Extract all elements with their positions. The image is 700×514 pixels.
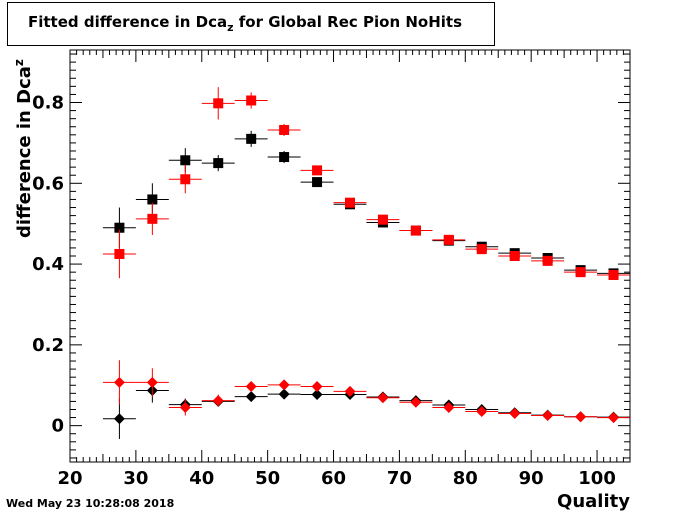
data-point-square	[213, 98, 224, 109]
data-point-square	[377, 214, 388, 225]
data-point-diamond	[575, 411, 587, 423]
data-point-square	[279, 124, 290, 135]
data-point-diamond	[113, 376, 125, 388]
data-point-diamond	[608, 412, 620, 424]
data-point-square	[542, 255, 553, 266]
data-point-square	[476, 244, 487, 255]
data-point-diamond	[377, 392, 389, 404]
data-point-square	[147, 194, 158, 205]
data-point-square	[345, 197, 355, 208]
y-tick-label: 0	[51, 416, 64, 437]
x-tick-label: 20	[57, 468, 82, 489]
data-point-square	[443, 234, 454, 245]
data-point-square	[608, 269, 619, 280]
y-axis-label: difference in Dcaz	[12, 59, 35, 238]
x-tick-label: 60	[321, 468, 346, 489]
data-point-diamond	[113, 413, 125, 425]
y-tick-label: 0.4	[32, 254, 64, 275]
data-point-diamond	[278, 388, 290, 400]
data-point-diamond	[410, 396, 422, 408]
data-point-diamond	[179, 401, 191, 413]
x-tick-label: 100	[578, 468, 616, 489]
timestamp: Wed May 23 10:28:08 2018	[6, 497, 175, 510]
y-tick-label: 0.6	[32, 173, 64, 194]
data-point-square	[509, 251, 520, 261]
data-point-square	[410, 225, 421, 236]
data-point-diamond	[278, 379, 290, 391]
data-point-square	[180, 155, 191, 166]
chart-title: Fitted difference in Dcaz for Global Rec…	[28, 13, 462, 34]
x-tick-label: 50	[255, 468, 280, 489]
data-point-diamond	[146, 376, 158, 388]
data-point-square	[246, 95, 257, 106]
chart-title-main: Fitted difference in Dca	[28, 13, 228, 31]
data-point-square	[114, 222, 125, 233]
data-point-diamond	[212, 395, 224, 407]
data-point-diamond	[344, 385, 356, 397]
chart-title-rest: for Global Rec Pion NoHits	[233, 13, 463, 31]
data-point-square	[114, 248, 125, 259]
data-point-diamond	[311, 380, 323, 392]
x-tick-label: 40	[189, 468, 214, 489]
data-point-square	[312, 165, 323, 176]
x-tick-label: 80	[453, 468, 478, 489]
data-point-diamond	[311, 389, 323, 401]
data-point-square	[246, 133, 257, 144]
data-point-diamond	[245, 380, 257, 392]
data-point-square	[575, 267, 586, 278]
y-axis-label-superscript: z	[12, 59, 26, 67]
data-point-square	[279, 152, 290, 163]
y-tick-label: 0.2	[32, 335, 64, 356]
x-tick-label: 30	[123, 468, 148, 489]
data-point-square	[213, 158, 224, 169]
data-point-diamond	[509, 408, 521, 420]
data-point-diamond	[443, 401, 455, 413]
data-point-diamond	[542, 410, 554, 422]
x-axis-label: Quality	[557, 491, 630, 512]
x-tick-label: 70	[387, 468, 412, 489]
data-point-square	[147, 213, 158, 224]
x-tick-label: 90	[519, 468, 544, 489]
data-point-square	[180, 174, 191, 185]
y-axis-label-main: difference in Dca	[14, 66, 35, 238]
data-point-square	[312, 177, 323, 188]
chart-title-box: Fitted difference in Dcaz for Global Rec…	[7, 2, 495, 46]
y-tick-label: 0.8	[32, 93, 64, 114]
chart-title-subscript: z	[227, 21, 234, 34]
data-point-diamond	[245, 391, 257, 403]
data-point-diamond	[476, 406, 488, 418]
